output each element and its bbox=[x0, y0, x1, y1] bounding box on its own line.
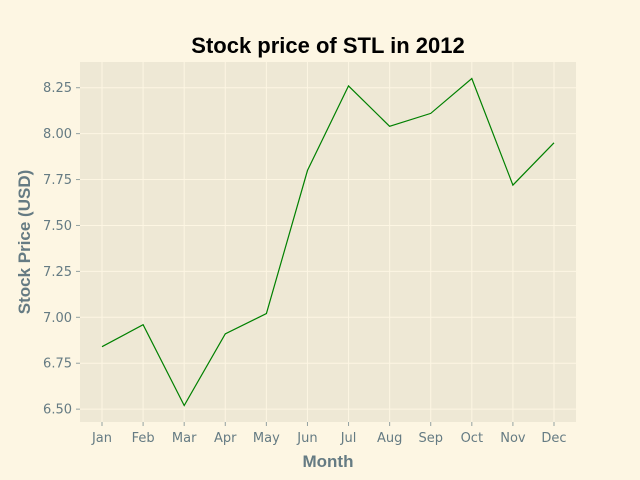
y-axis-ticks: 6.50 6.75 7.00 7.25 7.50 7.75 8.00 8.25 bbox=[43, 81, 80, 418]
y-tick-label: 7.50 bbox=[43, 219, 72, 234]
grid-lines bbox=[80, 62, 576, 422]
x-tick-label: Jun bbox=[296, 431, 317, 446]
x-tick-label: Sep bbox=[418, 431, 443, 446]
y-tick-label: 6.50 bbox=[43, 403, 72, 418]
y-axis-title: Stock Price (USD) bbox=[15, 170, 34, 315]
x-tick-label: Mar bbox=[172, 431, 197, 446]
plot-area bbox=[80, 62, 576, 422]
y-tick-label: 8.00 bbox=[43, 127, 72, 142]
x-tick-label: Oct bbox=[461, 431, 483, 446]
x-tick-label: Feb bbox=[132, 431, 155, 446]
x-axis-ticks: Jan Feb Mar Apr May Jun Jul Aug Sep Oct Nov Dec bbox=[91, 422, 567, 446]
x-tick-label: Dec bbox=[541, 431, 566, 446]
x-tick-label: Nov bbox=[500, 431, 526, 446]
y-tick-label: 7.25 bbox=[43, 265, 72, 280]
y-tick-label: 7.75 bbox=[43, 173, 72, 188]
x-axis-title: Month bbox=[303, 452, 354, 471]
x-tick-label: Jul bbox=[340, 431, 357, 446]
x-tick-label: Aug bbox=[377, 431, 402, 446]
y-tick-label: 6.75 bbox=[43, 357, 72, 372]
chart-title: Stock price of STL in 2012 bbox=[191, 33, 464, 58]
x-tick-label: May bbox=[253, 431, 280, 446]
x-tick-label: Jan bbox=[91, 431, 112, 446]
series-line bbox=[101, 77, 555, 407]
y-tick-label: 7.00 bbox=[43, 311, 72, 326]
y-tick-label: 8.25 bbox=[43, 81, 72, 96]
data-series bbox=[101, 77, 555, 407]
x-tick-label: Apr bbox=[214, 431, 237, 446]
